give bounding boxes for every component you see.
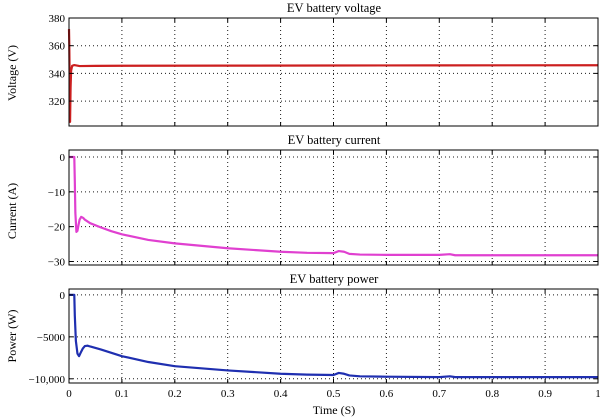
power-xtick-label: 0.6 <box>380 388 394 400</box>
current-ytick-label: −10 <box>48 187 66 199</box>
current-ytick-label: −20 <box>48 222 66 234</box>
current-ytick-label: 0 <box>60 152 66 164</box>
current-plot-frame <box>68 149 599 266</box>
power-xtick-label: 0 <box>66 388 72 400</box>
power-series-line <box>69 293 598 379</box>
power-panel: EV battery power Power (W) Time (S) 0 −50… <box>5 272 600 417</box>
voltage-panel: EV battery voltage Voltage (V) 320 340 360… <box>5 1 599 127</box>
power-xlabel: Time (S) <box>313 403 356 417</box>
power-plot-frame <box>68 288 599 384</box>
power-ylabel: Power (W) <box>5 310 19 363</box>
voltage-series-line <box>67 29 599 123</box>
power-xtick-label: 0.4 <box>274 388 288 400</box>
power-xtick-label: 1 <box>595 388 600 400</box>
power-ytick-label: −5000 <box>37 332 66 344</box>
current-title: EV battery current <box>288 133 381 147</box>
current-panel: EV battery current Current (A) 0 −10 −20 −3… <box>5 133 599 269</box>
current-series-line <box>69 155 598 257</box>
voltage-ytick-label: 380 <box>49 13 66 25</box>
power-xtick-label: 0.5 <box>327 388 341 400</box>
power-xtick-label: 0.7 <box>432 388 446 400</box>
current-ylabel: Current (A) <box>5 183 19 239</box>
power-xtick-label: 0.1 <box>115 388 129 400</box>
voltage-ytick-label: 340 <box>49 68 66 80</box>
power-xtick-label: 0.9 <box>538 388 552 400</box>
power-ytick-label: −10,000 <box>29 374 66 386</box>
power-xtick-label: 0.2 <box>168 388 182 400</box>
voltage-ytick-label: 320 <box>49 96 66 108</box>
power-title: EV battery power <box>290 272 379 286</box>
power-xtick-label: 0.3 <box>221 388 235 400</box>
voltage-ytick-label: 360 <box>49 41 66 53</box>
power-ytick-label: 0 <box>60 290 66 302</box>
voltage-title: EV battery voltage <box>287 1 382 15</box>
current-ytick-label: −30 <box>48 257 66 269</box>
power-xtick-label: 0.8 <box>485 388 499 400</box>
voltage-ylabel: Voltage (V) <box>5 45 19 101</box>
